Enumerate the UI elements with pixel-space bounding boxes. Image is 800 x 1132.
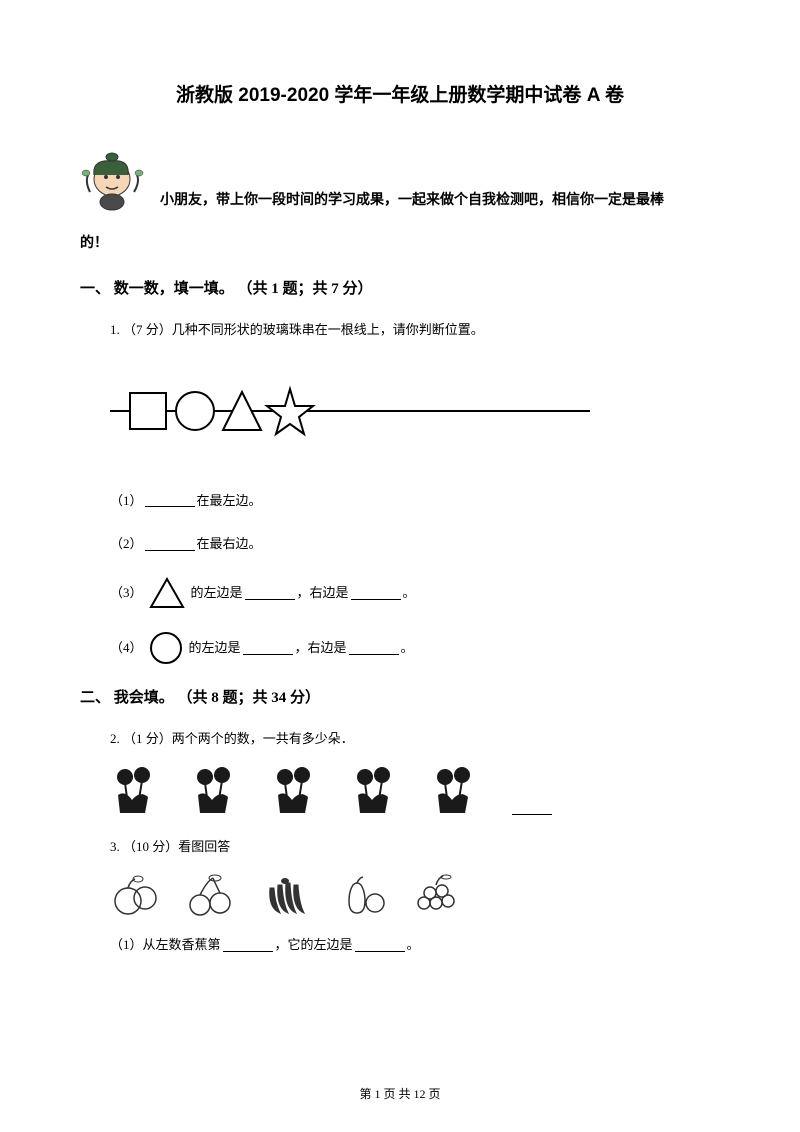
flower-icon xyxy=(190,765,240,815)
apple-pair-icon xyxy=(110,873,165,918)
page-footer: 第 1 页 共 12 页 xyxy=(0,1085,800,1102)
question-3: 3. （10 分）看图回答 xyxy=(110,835,720,957)
fruits-diagram xyxy=(110,873,720,918)
blank-input[interactable] xyxy=(145,537,195,551)
question-3-text: 3. （10 分）看图回答 xyxy=(110,835,720,858)
blank-input[interactable] xyxy=(349,641,399,655)
sub3-prefix: （3） xyxy=(110,581,143,604)
blank-input[interactable] xyxy=(351,586,401,600)
sub4-end: 。 xyxy=(401,636,414,659)
blank-input[interactable] xyxy=(145,493,195,507)
intro-text-2: 的！ xyxy=(80,232,720,252)
intro-section: 小朋友，带上你一段时间的学习成果，一起来做个自我检测吧，相信你一定是最棒 xyxy=(80,147,720,217)
mascot-icon xyxy=(80,147,150,217)
sub4-mid: 的左边是 xyxy=(189,636,241,659)
banana-icon xyxy=(260,873,315,918)
blank-input[interactable] xyxy=(245,586,295,600)
shapes-on-line-diagram xyxy=(110,381,590,441)
question-2: 2. （1 分）两个两个的数，一共有多少朵． xyxy=(110,727,720,815)
sub3-mid: 的左边是 xyxy=(191,581,243,604)
intro-text-1: 小朋友，带上你一段时间的学习成果，一起来做个自我检测吧，相信你一定是最棒 xyxy=(160,186,664,217)
blank-input[interactable] xyxy=(355,938,405,952)
sub3-end: 。 xyxy=(403,581,416,604)
circle-icon xyxy=(148,630,184,666)
sub1-prefix: （1） xyxy=(110,489,143,512)
flower-icon xyxy=(270,765,320,815)
question-1-text: 1. （7 分）几种不同形状的玻璃珠串在一根线上，请你判断位置。 xyxy=(110,318,720,341)
q1-sub1: （1） 在最左边。 xyxy=(110,489,720,512)
sub1-suffix: 在最左边。 xyxy=(197,489,262,512)
section-1-header: 一、 数一数，填一填。 （共 1 题；共 7 分） xyxy=(80,277,720,298)
q3-sub1: （1）从左数香蕉第 ，它的左边是 。 xyxy=(110,933,720,956)
blank-input[interactable] xyxy=(223,938,273,952)
flower-icon xyxy=(110,765,160,815)
flower-icon xyxy=(430,765,480,815)
blank-input[interactable] xyxy=(512,801,552,815)
flowers-diagram xyxy=(110,765,720,815)
q1-sub3: （3） 的左边是 ，右边是 。 xyxy=(110,576,720,610)
q1-sub4: （4） 的左边是 ，右边是 。 xyxy=(110,630,720,666)
blank-input[interactable] xyxy=(243,641,293,655)
sub3-mid2: ，右边是 xyxy=(297,581,349,604)
triangle-icon xyxy=(148,576,186,610)
page-title: 浙教版 2019-2020 学年一年级上册数学期中试卷 A 卷 xyxy=(80,80,720,107)
q1-sub2: （2） 在最右边。 xyxy=(110,532,720,555)
cherry-icon xyxy=(185,873,240,918)
sub4-prefix: （4） xyxy=(110,636,143,659)
sub4-mid2: ，右边是 xyxy=(295,636,347,659)
question-2-text: 2. （1 分）两个两个的数，一共有多少朵． xyxy=(110,727,720,750)
pear-icon xyxy=(335,873,390,918)
sub2-prefix: （2） xyxy=(110,532,143,555)
sub1-prefix: （1）从左数香蕉第 xyxy=(110,933,221,956)
sub1-mid: ，它的左边是 xyxy=(275,933,353,956)
section-2-header: 二、 我会填。 （共 8 题；共 34 分） xyxy=(80,686,720,707)
sub2-suffix: 在最右边。 xyxy=(197,532,262,555)
sub1-end: 。 xyxy=(407,933,420,956)
grapes-icon xyxy=(410,873,465,918)
flower-icon xyxy=(350,765,400,815)
question-1: 1. （7 分）几种不同形状的玻璃珠串在一根线上，请你判断位置。 （1） 在最左… xyxy=(110,318,720,666)
